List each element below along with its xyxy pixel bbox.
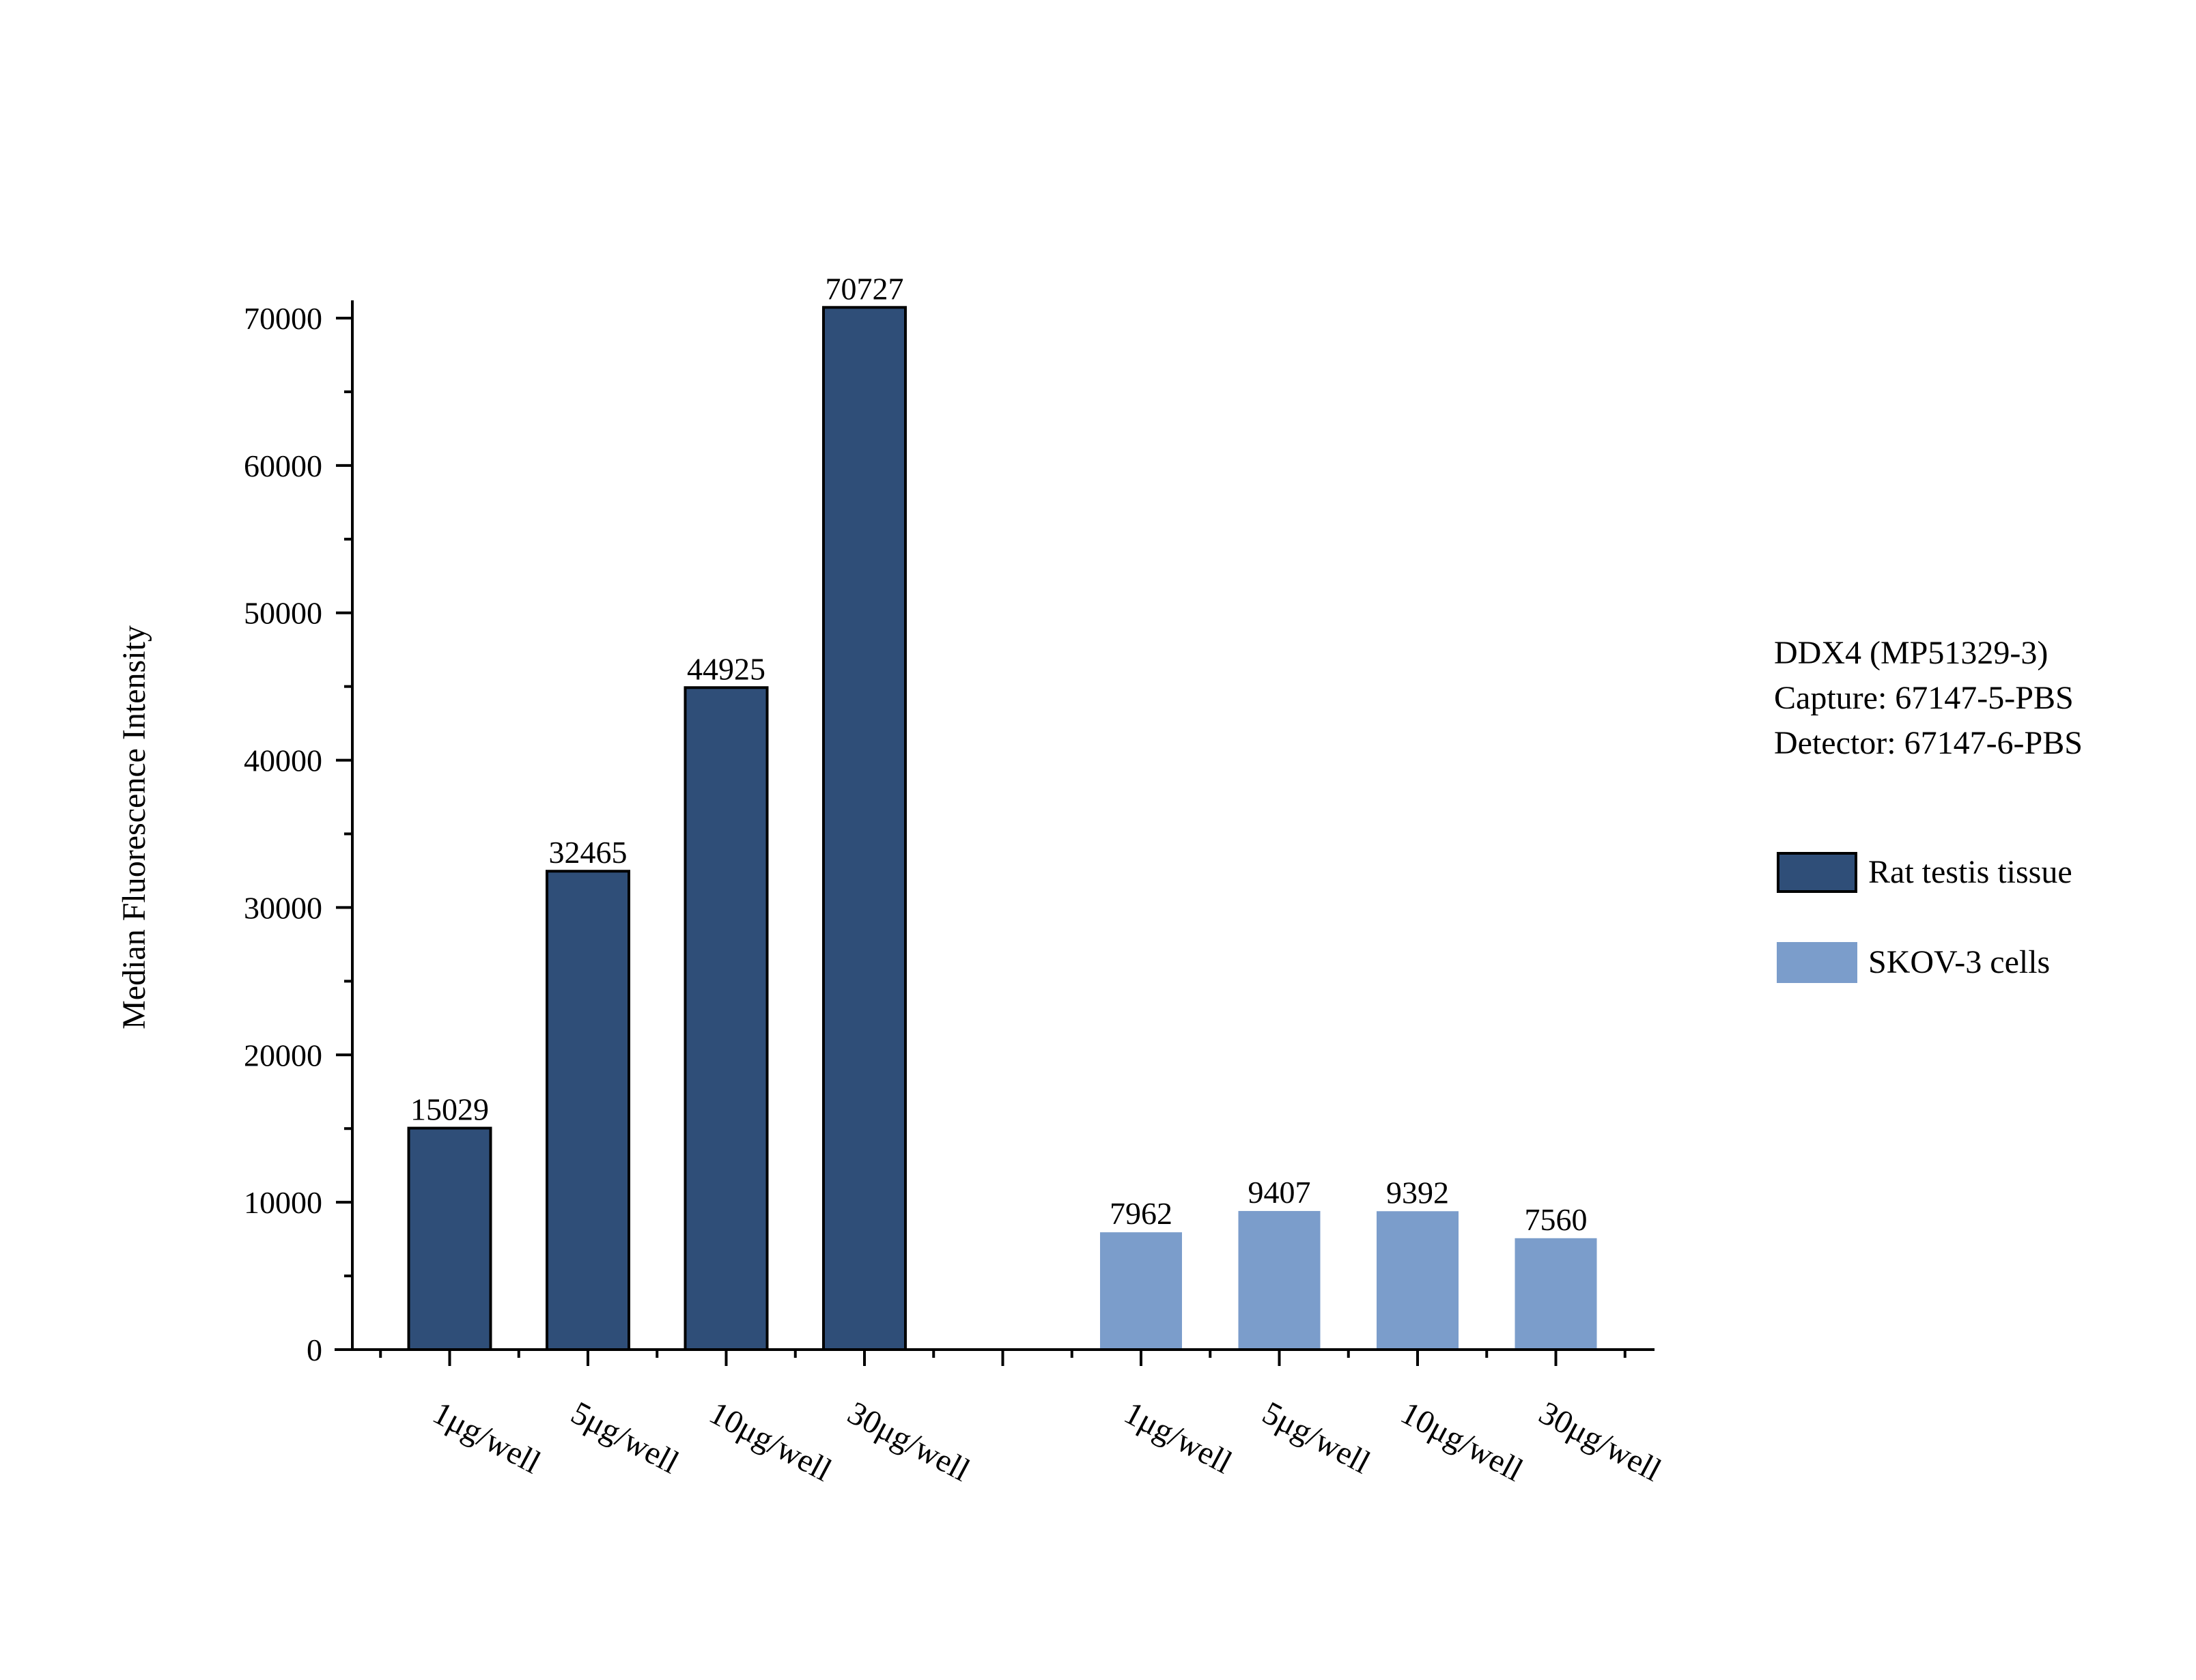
bar-value-label: 9392: [1386, 1175, 1449, 1210]
y-tick-label: 30000: [244, 890, 322, 925]
bar-value-label: 44925: [687, 651, 765, 686]
bar-rat-testis: [822, 306, 907, 1352]
x-tick-label: 5μg/well: [1256, 1395, 1376, 1481]
bar-rat-testis: [684, 686, 769, 1351]
legend-swatch-skov3: [1777, 942, 1857, 983]
bar-skov3: [1238, 1210, 1321, 1350]
legend-swatch-rat-testis: [1777, 852, 1857, 893]
legend-label-rat-testis: Rat testis tissue: [1868, 854, 2072, 890]
x-tick-label: 1μg/well: [1118, 1395, 1238, 1481]
y-tick-label: 10000: [244, 1185, 322, 1220]
x-tick-label: 10μg/well: [1395, 1395, 1529, 1489]
legend-label-skov3: SKOV-3 cells: [1868, 944, 2051, 980]
bar-skov3: [1100, 1232, 1182, 1350]
y-tick-label: 70000: [244, 301, 322, 336]
info-detector: Detector: 67147-6-PBS: [1774, 725, 2083, 761]
x-tick-label: 10μg/well: [703, 1395, 837, 1489]
info-capture: Capture: 67147-5-PBS: [1774, 680, 2074, 716]
x-tick-label: 5μg/well: [565, 1395, 685, 1481]
bar-rat-testis: [407, 1126, 492, 1351]
y-tick-label: 40000: [244, 743, 322, 778]
bar-value-label: 15029: [410, 1092, 489, 1127]
y-tick-label: 20000: [244, 1038, 322, 1072]
x-tick-label: 30μg/well: [842, 1395, 976, 1489]
bar-value-label: 70727: [826, 271, 904, 306]
y-axis-label: Median Fluorescence Intensity: [116, 625, 152, 1029]
info-title: DDX4 (MP51329-3): [1774, 635, 2049, 671]
bar-skov3: [1377, 1211, 1459, 1350]
bar-value-label: 32465: [549, 835, 628, 870]
bar-value-label: 9407: [1248, 1175, 1311, 1210]
y-tick-label: 50000: [244, 596, 322, 631]
bar-rat-testis: [546, 870, 630, 1351]
x-tick-label: 1μg/well: [427, 1395, 546, 1481]
y-tick-label: 0: [307, 1333, 322, 1367]
x-tick-label: 30μg/well: [1533, 1395, 1667, 1489]
bar-skov3: [1515, 1238, 1597, 1350]
bar-value-label: 7962: [1110, 1196, 1172, 1231]
y-tick-label: 60000: [244, 449, 322, 483]
bar-value-label: 7560: [1525, 1202, 1588, 1237]
